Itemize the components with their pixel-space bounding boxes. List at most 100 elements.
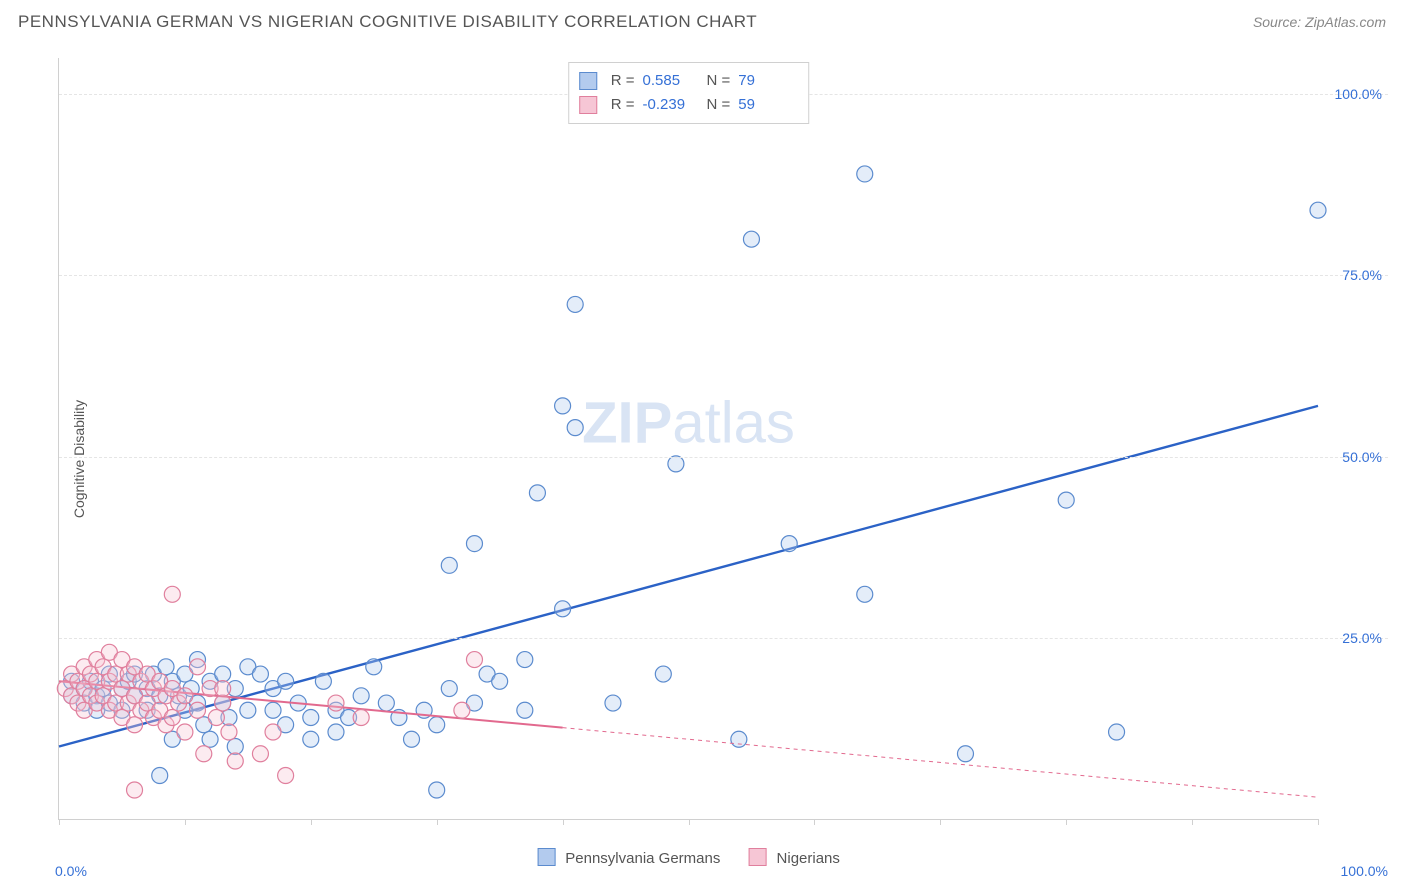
x-tick (1066, 819, 1067, 825)
data-point (278, 673, 294, 689)
data-point (215, 681, 231, 697)
data-point (743, 231, 759, 247)
data-point (227, 753, 243, 769)
stat-r-value: -0.239 (643, 93, 699, 117)
data-point (177, 724, 193, 740)
swatch-icon (537, 848, 555, 866)
data-point (328, 695, 344, 711)
data-point (731, 731, 747, 747)
y-tick-label: 100.0% (1335, 86, 1382, 102)
data-point (1109, 724, 1125, 740)
x-tick (311, 819, 312, 825)
stat-r-value: 0.585 (643, 69, 699, 93)
data-point (265, 724, 281, 740)
data-point (529, 485, 545, 501)
swatch-icon (748, 848, 766, 866)
stat-label: N = (707, 93, 731, 117)
data-point (429, 782, 445, 798)
data-point (152, 768, 168, 784)
data-point (353, 688, 369, 704)
x-tick (814, 819, 815, 825)
x-tick (563, 819, 564, 825)
data-point (252, 666, 268, 682)
data-point (189, 702, 205, 718)
stats-legend-box: R = 0.585 N = 79 R = -0.239 N = 59 (568, 62, 810, 124)
stat-n-value: 79 (738, 69, 794, 93)
data-point (353, 710, 369, 726)
header: PENNSYLVANIA GERMAN VS NIGERIAN COGNITIV… (0, 0, 1406, 44)
data-point (655, 666, 671, 682)
gridline (59, 275, 1388, 276)
data-point (857, 586, 873, 602)
y-tick-label: 50.0% (1342, 449, 1382, 465)
data-point (177, 688, 193, 704)
x-tick-label: 0.0% (55, 863, 87, 879)
data-point (492, 673, 508, 689)
y-tick-label: 75.0% (1342, 267, 1382, 283)
y-tick-label: 25.0% (1342, 630, 1382, 646)
legend-item: Nigerians (748, 848, 840, 867)
plot-area: ZIPatlas R = 0.585 N = 79 R = -0.239 N =… (58, 58, 1318, 820)
gridline (59, 638, 1388, 639)
data-point (208, 710, 224, 726)
data-point (404, 731, 420, 747)
data-point (278, 768, 294, 784)
data-point (567, 296, 583, 312)
data-point (1310, 202, 1326, 218)
data-point (265, 702, 281, 718)
data-point (429, 717, 445, 733)
legend-label: Nigerians (777, 850, 840, 867)
trend-line-extrapolated (563, 728, 1318, 798)
x-tick (689, 819, 690, 825)
data-point (366, 659, 382, 675)
data-point (1058, 492, 1074, 508)
data-point (957, 746, 973, 762)
data-point (441, 681, 457, 697)
chart-container: Cognitive Disability ZIPatlas R = 0.585 … (18, 48, 1388, 870)
legend-label: Pennsylvania Germans (565, 850, 720, 867)
data-point (441, 557, 457, 573)
data-point (378, 695, 394, 711)
stats-row: R = -0.239 N = 59 (579, 93, 795, 117)
data-point (127, 782, 143, 798)
stat-label: R = (611, 69, 635, 93)
data-point (605, 695, 621, 711)
x-tick (1192, 819, 1193, 825)
x-tick (185, 819, 186, 825)
data-point (189, 659, 205, 675)
data-point (164, 710, 180, 726)
data-point (240, 702, 256, 718)
data-point (164, 586, 180, 602)
data-point (555, 398, 571, 414)
data-point (127, 717, 143, 733)
data-point (328, 724, 344, 740)
stat-n-value: 59 (738, 93, 794, 117)
scatter-svg (59, 58, 1318, 819)
data-point (202, 731, 218, 747)
swatch-icon (579, 72, 597, 90)
chart-title: PENNSYLVANIA GERMAN VS NIGERIAN COGNITIV… (18, 12, 757, 32)
data-point (466, 652, 482, 668)
data-point (857, 166, 873, 182)
x-tick-label: 100.0% (1341, 863, 1388, 879)
data-point (303, 731, 319, 747)
x-tick (59, 819, 60, 825)
data-point (303, 710, 319, 726)
data-point (158, 659, 174, 675)
data-point (221, 724, 237, 740)
x-tick (1318, 819, 1319, 825)
x-tick (437, 819, 438, 825)
x-tick (940, 819, 941, 825)
data-point (215, 695, 231, 711)
gridline (59, 457, 1388, 458)
data-point (555, 601, 571, 617)
data-point (227, 739, 243, 755)
data-point (466, 536, 482, 552)
legend-item: Pennsylvania Germans (537, 848, 720, 867)
data-point (668, 456, 684, 472)
data-point (196, 746, 212, 762)
swatch-icon (579, 96, 597, 114)
stat-label: R = (611, 93, 635, 117)
data-point (517, 702, 533, 718)
data-point (781, 536, 797, 552)
